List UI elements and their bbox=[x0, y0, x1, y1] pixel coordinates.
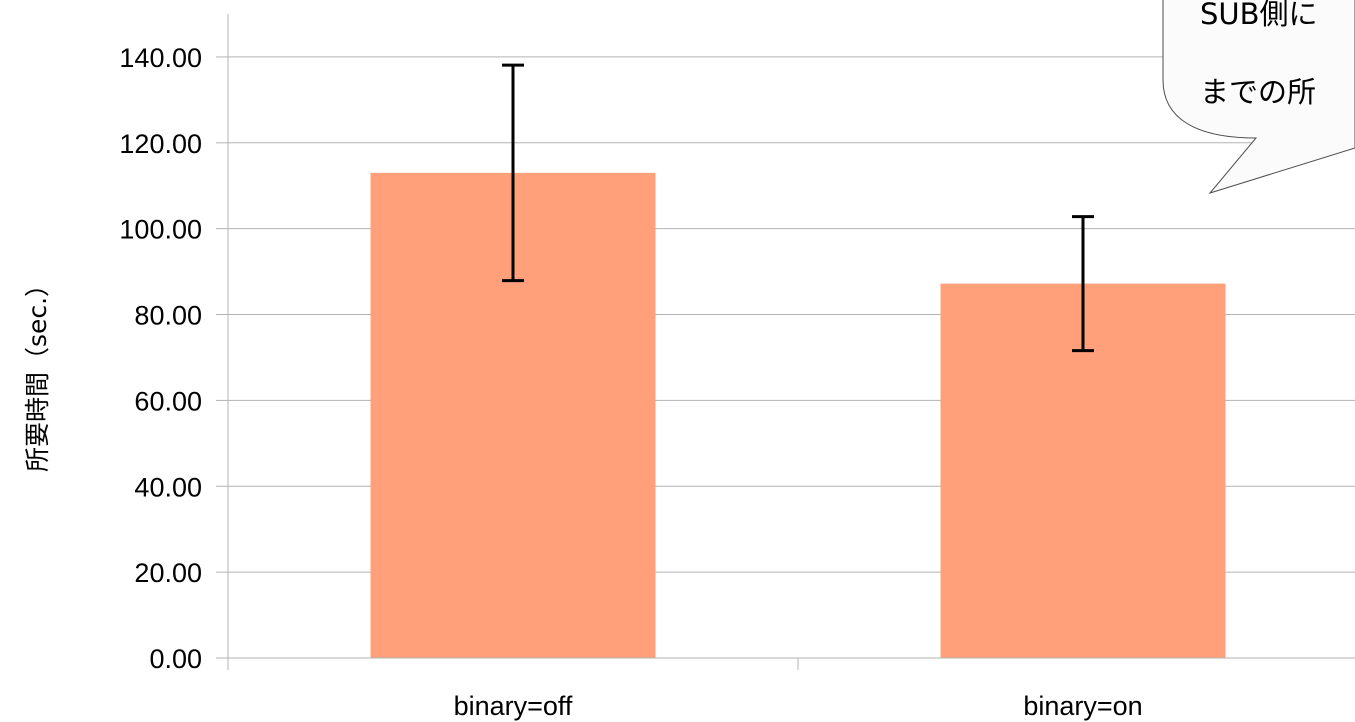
y-axis-label: 所要時間（sec.） bbox=[23, 272, 52, 472]
y-tick-label: 100.00 bbox=[119, 215, 202, 245]
callout-line-1: SUB側に bbox=[1200, 0, 1318, 31]
y-tick-label: 120.00 bbox=[119, 129, 202, 159]
error-bar bbox=[1072, 215, 1094, 353]
y-tick-labels: 0.00 20.00 40.00 60.00 80.00 100.00 120.00 140.… bbox=[119, 43, 202, 674]
y-tick-label: 20.00 bbox=[134, 558, 202, 588]
axes bbox=[216, 14, 1355, 670]
error-bar bbox=[502, 63, 524, 283]
callout-bubble: SUB側に までの所 bbox=[1162, 0, 1355, 194]
y-tick-label: 0.00 bbox=[149, 644, 202, 674]
x-tick-label: binary=on bbox=[1023, 691, 1142, 721]
y-tick-label: 80.00 bbox=[134, 301, 202, 331]
error-bars bbox=[502, 63, 1094, 353]
callout-line-2: までの所 bbox=[1200, 75, 1316, 109]
y-tick-label: 40.00 bbox=[134, 472, 202, 502]
x-tick-label: binary=off bbox=[454, 691, 573, 721]
y-tick-label: 140.00 bbox=[119, 43, 202, 73]
y-tick-label: 60.00 bbox=[134, 386, 202, 416]
x-tick-labels: binary=off binary=on bbox=[454, 691, 1143, 721]
callout-shape bbox=[1162, 0, 1355, 194]
bars bbox=[370, 172, 1226, 658]
